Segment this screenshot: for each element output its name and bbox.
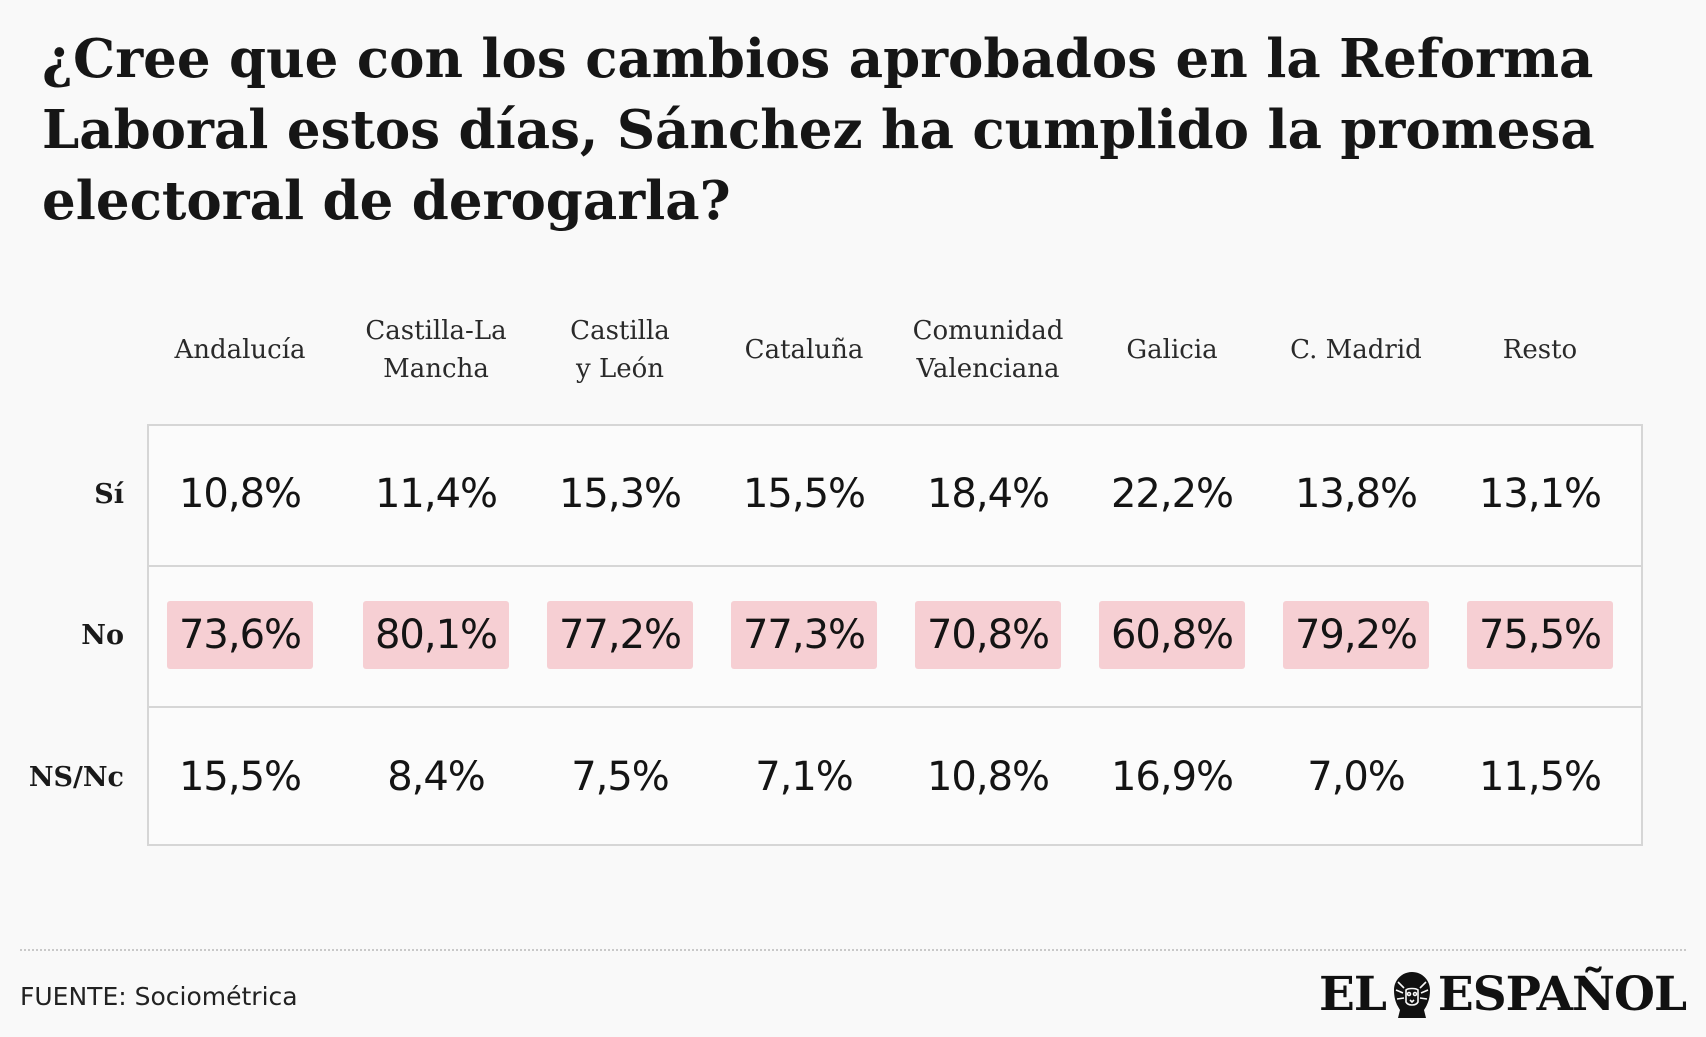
column-header-line: Mancha <box>383 354 489 384</box>
table-cell: 70,8% <box>896 600 1080 670</box>
cell-value: 79,2% <box>1282 601 1430 669</box>
row-divider <box>147 706 1643 708</box>
row-label: No <box>81 620 124 651</box>
column-header-line: Cataluña <box>744 335 864 365</box>
table-cell: 77,2% <box>528 600 712 670</box>
cell-value: 77,3% <box>730 601 878 669</box>
column-header: Castilla y León <box>530 310 710 390</box>
table-cell: 13,1% <box>1448 459 1632 529</box>
column-header: Andalucía <box>150 310 330 390</box>
column-header: Galicia <box>1082 310 1262 390</box>
lion-icon <box>1393 972 1430 1018</box>
column-header: C. Madrid <box>1266 310 1446 390</box>
chart-title: ¿Cree que con los cambios aprobados en l… <box>42 28 1595 232</box>
table-cell: 10,8% <box>148 459 332 529</box>
table-cell: 75,5% <box>1448 600 1632 670</box>
cell-value: 7,1% <box>755 754 854 800</box>
table-cell: 15,5% <box>148 742 332 812</box>
cell-value: 60,8% <box>1098 601 1246 669</box>
logo-text-left: EL <box>1319 966 1387 1022</box>
table-cell: 16,9% <box>1080 742 1264 812</box>
cell-value: 15,5% <box>742 471 866 517</box>
column-header-line: y León <box>575 354 664 384</box>
cell-value: 16,9% <box>1110 754 1234 800</box>
table-cell: 77,3% <box>712 600 896 670</box>
source-note: FUENTE: Sociométrica <box>20 982 298 1011</box>
cell-value: 10,8% <box>926 754 1050 800</box>
column-header-line: Castilla <box>570 316 670 346</box>
table-cell: 79,2% <box>1264 600 1448 670</box>
table-cell: 8,4% <box>344 742 528 812</box>
cell-value: 13,8% <box>1294 471 1418 517</box>
cell-value: 80,1% <box>362 601 510 669</box>
column-header-line: C. Madrid <box>1290 335 1422 365</box>
column-header-line: Galicia <box>1126 335 1218 365</box>
column-header: Comunidad Valenciana <box>898 310 1078 390</box>
column-header-line: Comunidad <box>912 316 1064 346</box>
cell-value: 7,0% <box>1307 754 1406 800</box>
cell-value: 10,8% <box>178 471 302 517</box>
cell-value: 13,1% <box>1478 471 1602 517</box>
column-header-line: Castilla-La <box>365 316 507 346</box>
cell-value: 77,2% <box>546 601 694 669</box>
cell-value: 8,4% <box>387 754 486 800</box>
table-cell: 7,0% <box>1264 742 1448 812</box>
cell-value: 75,5% <box>1466 601 1614 669</box>
footer-divider <box>20 949 1686 951</box>
cell-value: 15,3% <box>558 471 682 517</box>
table-cell: 15,3% <box>528 459 712 529</box>
column-header: Castilla-La Mancha <box>346 310 526 390</box>
row-divider <box>147 565 1643 567</box>
cell-value: 70,8% <box>914 601 1062 669</box>
cell-value: 73,6% <box>166 601 314 669</box>
cell-value: 22,2% <box>1110 471 1234 517</box>
table-cell: 15,5% <box>712 459 896 529</box>
table-cell: 11,5% <box>1448 742 1632 812</box>
column-header: Cataluña <box>714 310 894 390</box>
row-label: Sí <box>94 479 124 510</box>
table-cell: 7,1% <box>712 742 896 812</box>
cell-value: 18,4% <box>926 471 1050 517</box>
el-espanol-logo: EL ESPAÑOL <box>1319 964 1687 1024</box>
column-header-line: Andalucía <box>174 335 306 365</box>
table-cell: 10,8% <box>896 742 1080 812</box>
logo-text-right: ESPAÑOL <box>1437 966 1687 1022</box>
table-cell: 11,4% <box>344 459 528 529</box>
cell-value: 11,4% <box>374 471 498 517</box>
table-cell: 73,6% <box>148 600 332 670</box>
table-cell: 60,8% <box>1080 600 1264 670</box>
column-header-line: Resto <box>1502 335 1578 365</box>
cell-value: 11,5% <box>1478 754 1602 800</box>
column-header-line: Valenciana <box>916 354 1060 384</box>
table-cell: 18,4% <box>896 459 1080 529</box>
table-cell: 80,1% <box>344 600 528 670</box>
cell-value: 15,5% <box>178 754 302 800</box>
row-label: NS/Nc <box>28 762 124 793</box>
table-cell: 22,2% <box>1080 459 1264 529</box>
column-header: Resto <box>1450 310 1630 390</box>
cell-value: 7,5% <box>571 754 670 800</box>
table-cell: 7,5% <box>528 742 712 812</box>
table-cell: 13,8% <box>1264 459 1448 529</box>
